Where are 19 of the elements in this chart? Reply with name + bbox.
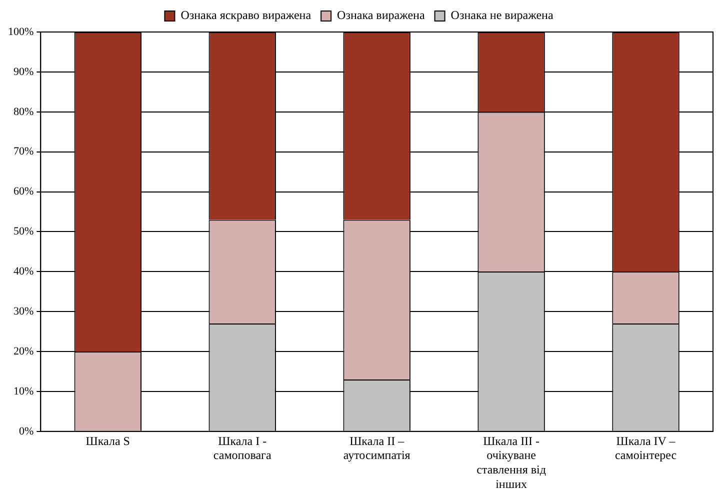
x-tick-label: Шкала IV – самоінтерес: [614, 434, 677, 462]
y-tick-label: 10%: [13, 385, 34, 398]
x-tick-label: Шкала S: [86, 434, 130, 448]
y-tick-label: 20%: [13, 345, 34, 358]
y-tick-label: 90%: [13, 66, 34, 78]
y-tick-label: 70%: [13, 146, 34, 158]
y-tick-label: 30%: [13, 305, 34, 318]
y-tick-label: 80%: [13, 106, 34, 118]
y-tick-label: 0%: [18, 425, 34, 438]
y-tick-label: 100%: [8, 26, 34, 38]
y-tick-label: 40%: [13, 266, 34, 278]
legend-label: Ознака яскраво виражена: [180, 8, 312, 22]
y-tick-label: 60%: [13, 186, 34, 198]
legend-label: Ознака виражена: [337, 8, 426, 22]
legend-label: Ознака не виражена: [450, 8, 554, 22]
y-tick-label: 50%: [13, 226, 34, 238]
x-tick-label: Шкала I - самоповага: [213, 434, 272, 462]
x-tick-label: Шкала II – аутосимпатія: [343, 434, 411, 462]
x-tick-label: Шкала III - очікуване ставлення від інших: [476, 434, 546, 491]
